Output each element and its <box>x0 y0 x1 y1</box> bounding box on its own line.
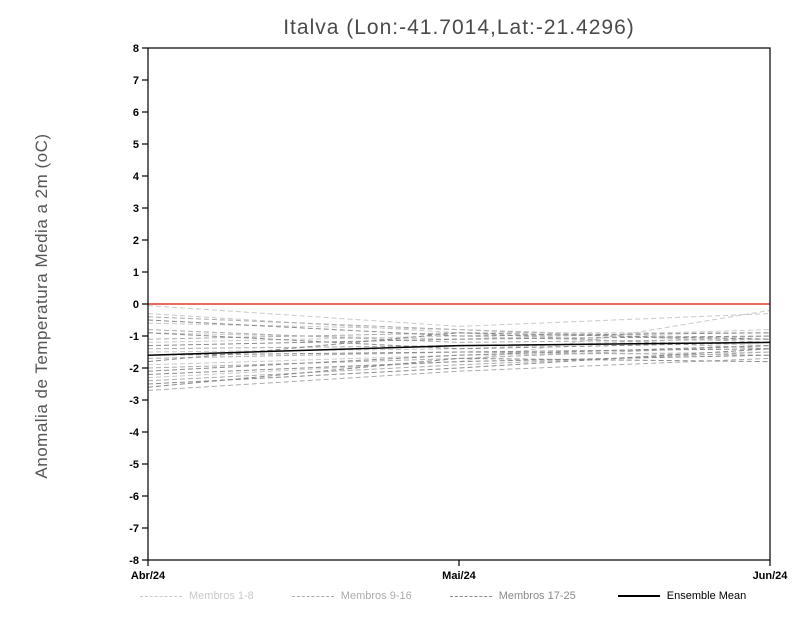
svg-text:5: 5 <box>133 139 139 151</box>
svg-text:7: 7 <box>133 75 139 87</box>
svg-text:1: 1 <box>133 267 139 279</box>
svg-text:3: 3 <box>133 203 139 215</box>
svg-text:-2: -2 <box>129 363 139 375</box>
legend-item-membros-1-8: Membros 1-8 <box>140 590 254 602</box>
legend-label-ensemble-mean: Ensemble Mean <box>666 590 747 602</box>
legend-label-membros-17-25: Membros 17-25 <box>498 590 576 602</box>
svg-text:-3: -3 <box>129 395 139 407</box>
svg-text:8: 8 <box>133 43 139 55</box>
legend-line-ensemble-mean <box>617 595 660 597</box>
svg-text:-8: -8 <box>129 555 139 567</box>
chart-title: Italva (Lon:-41.7014,Lat:-21.4296) <box>283 16 635 39</box>
legend-line-membros-17-25 <box>449 595 492 597</box>
svg-text:4: 4 <box>133 171 140 183</box>
svg-text:2: 2 <box>133 235 139 247</box>
svg-text:-5: -5 <box>129 459 139 471</box>
svg-text:-4: -4 <box>129 427 140 439</box>
svg-text:Jun/24: Jun/24 <box>753 570 789 582</box>
legend-item-membros-17-25: Membros 17-25 <box>449 590 576 602</box>
legend-item-ensemble-mean: Ensemble Mean <box>617 590 747 602</box>
svg-text:Abr/24: Abr/24 <box>131 570 166 582</box>
legend-label-membros-9-16: Membros 9-16 <box>340 590 412 602</box>
legend-line-membros-1-8 <box>140 595 182 597</box>
legend-line-membros-9-16 <box>291 595 334 597</box>
legend-item-membros-9-16: Membros 9-16 <box>291 590 412 602</box>
svg-text:Mai/24: Mai/24 <box>442 570 477 582</box>
svg-text:6: 6 <box>133 107 139 119</box>
svg-text:-1: -1 <box>129 331 139 343</box>
legend: Membros 1-8 Membros 9-16 Membros 17-25 E… <box>140 586 780 606</box>
svg-text:-7: -7 <box>129 523 139 535</box>
legend-label-membros-1-8: Membros 1-8 <box>189 590 254 602</box>
svg-text:0: 0 <box>133 299 139 311</box>
svg-text:-6: -6 <box>129 491 139 503</box>
